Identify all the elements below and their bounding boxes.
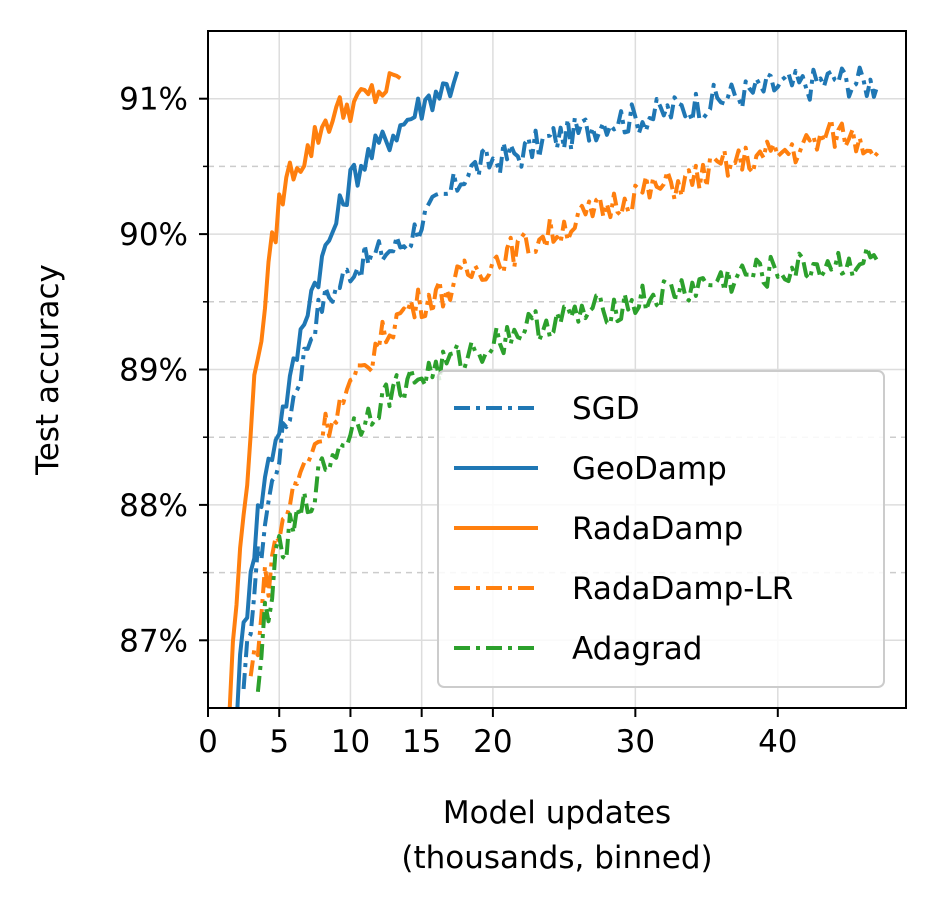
y-tick-label: 89% [119,353,188,389]
legend-label-sgd: SGD [572,391,640,427]
x-tick-label: 10 [331,724,370,760]
x-tick-label: 15 [402,724,441,760]
x-axis-title-line-2: (thousands, binned) [401,840,712,876]
x-tick-label: 0 [198,724,218,760]
legend-label-adagrad: Adagrad [572,631,702,667]
y-axis-title: Test accuracy [30,264,66,476]
x-axis-title-line-1: Model updates [443,795,671,831]
legend-label-radadamp-lr: RadaDamp-LR [572,571,793,607]
legend-box [437,370,885,688]
y-tick-label: 91% [119,82,188,118]
y-tick-label: 88% [119,488,188,524]
series-line-geodamp [235,71,460,708]
legend: SGD GeoDamp RadaDamp RadaDamp-LR Adagrad [437,370,885,688]
legend-label-geodamp: GeoDamp [572,451,727,487]
axis-ticks: 0 5 10 15 20 30 40 87% 88% 89% 90% 91% [119,82,797,760]
series-lines [227,65,880,708]
series-line-radadamp-lr [248,117,880,677]
x-tick-label: 20 [473,724,512,760]
legend-label-radadamp: RadaDamp [572,511,743,547]
y-tick-label: 90% [119,217,188,253]
x-tick-label: 5 [269,724,289,760]
series-line-sgd [241,65,880,690]
x-tick-label: 40 [758,724,797,760]
series-line-radadamp [227,71,402,708]
series-line-adagrad [255,245,880,693]
y-tick-label: 87% [119,623,188,659]
x-tick-label: 30 [616,724,655,760]
